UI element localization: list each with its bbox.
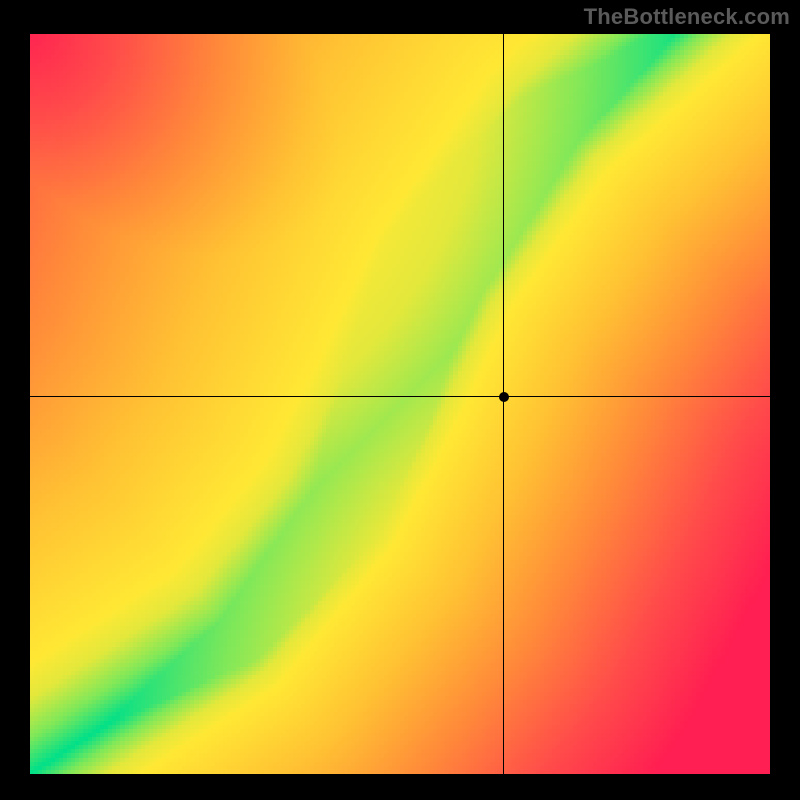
crosshair-horizontal [30,396,770,397]
crosshair-vertical [503,34,504,774]
plot-area [30,34,770,774]
crosshair-marker [499,392,509,402]
heatmap-canvas [30,34,770,774]
chart-container: TheBottleneck.com [0,0,800,800]
watermark-text: TheBottleneck.com [584,4,790,30]
